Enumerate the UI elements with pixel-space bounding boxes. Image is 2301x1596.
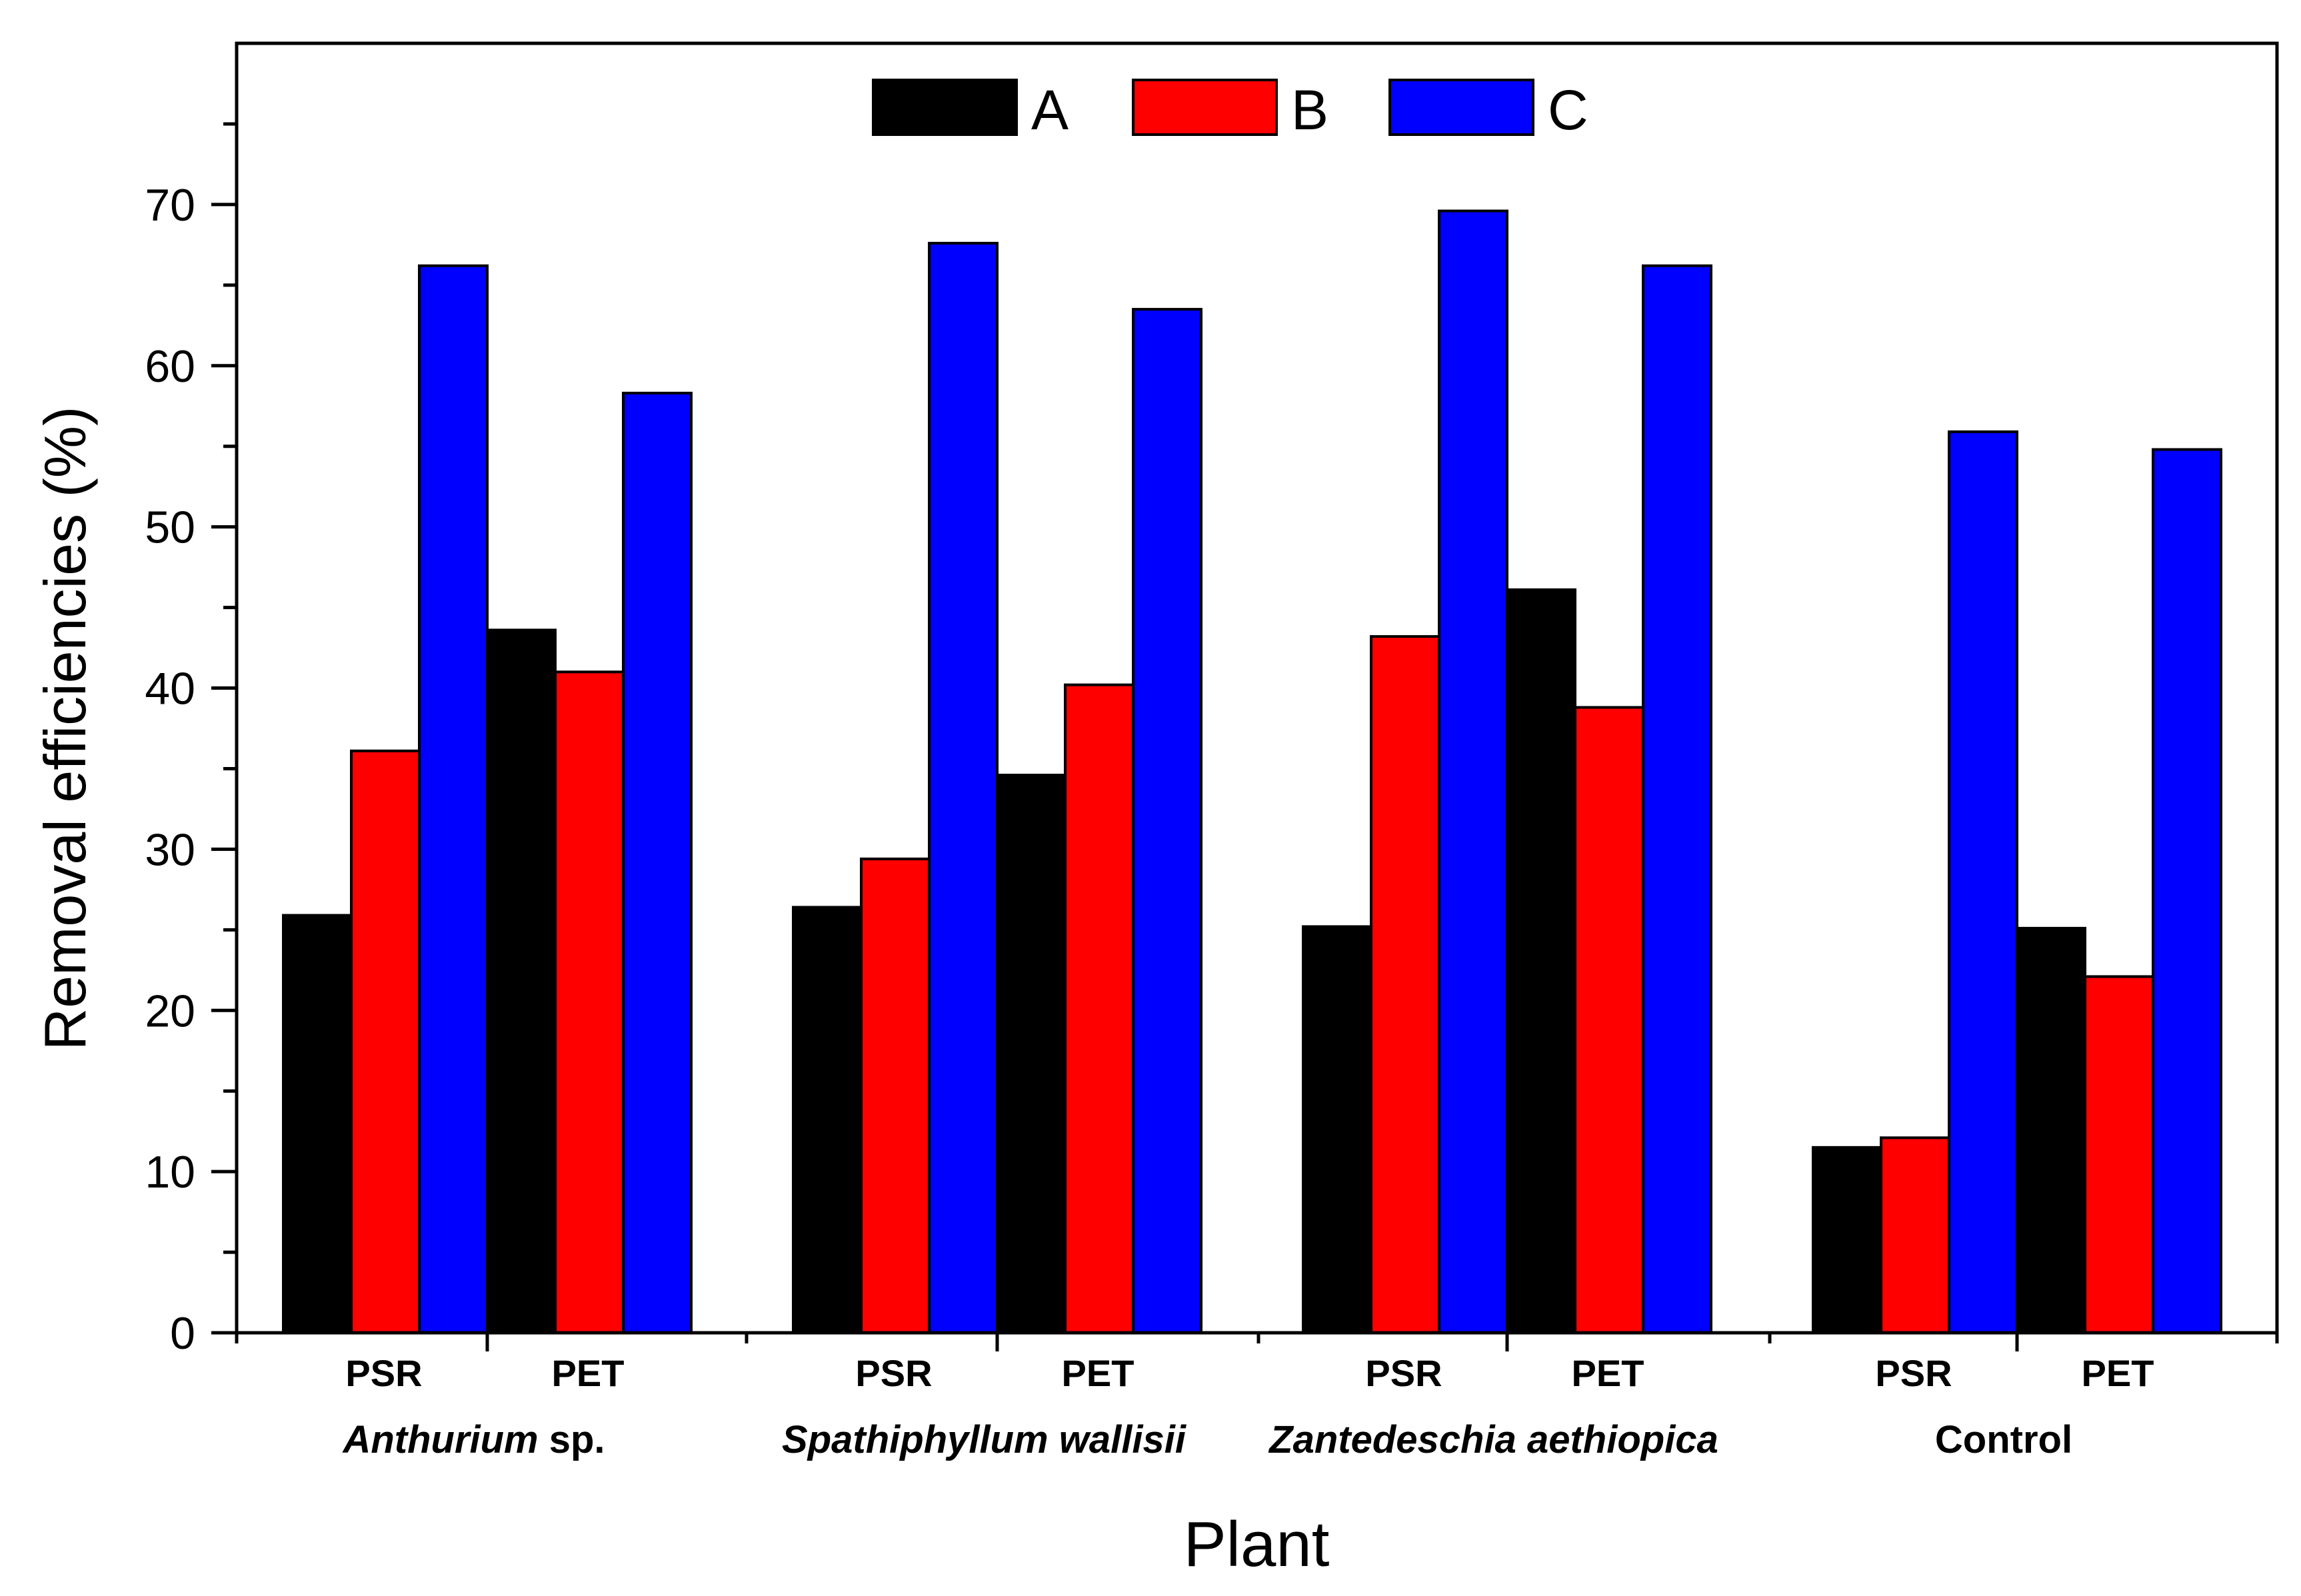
bar-b — [2084, 975, 2154, 1335]
x-group-label-part: Spathiphyllum wallisii — [782, 1418, 1187, 1461]
bar-c — [2152, 448, 2222, 1334]
legend-swatch-c — [1388, 79, 1534, 136]
x-group-label: Control — [1935, 1418, 2072, 1461]
legend-swatch-b — [1132, 79, 1278, 136]
bar-b — [1064, 683, 1135, 1334]
x-group-label-part: sp. — [539, 1418, 605, 1461]
legend-label-a: A — [1031, 79, 1069, 141]
x-group-label-part: Zantedeschia aethiopica — [1268, 1418, 1718, 1461]
x-sublabel: PSR — [855, 1352, 932, 1394]
bar-c — [1642, 264, 1712, 1335]
x-group-label: Anthurium sp. — [341, 1418, 605, 1461]
x-group-label-part: Anthurium — [341, 1418, 538, 1461]
y-tick-label: 20 — [145, 986, 195, 1036]
bar-a — [996, 774, 1067, 1335]
y-tick-label: 0 — [170, 1308, 195, 1359]
bar-b — [350, 749, 421, 1335]
bar-b — [1574, 706, 1644, 1334]
y-tick-label: 70 — [145, 180, 195, 231]
bar-a — [282, 914, 353, 1334]
legend-swatch-a — [872, 79, 1018, 136]
bar-a — [2016, 926, 2086, 1335]
x-sublabel: PET — [1572, 1352, 1644, 1394]
x-axis: PSR PET Anthurium sp. PSR PET Spathiphyllum w… — [235, 1333, 2279, 1461]
bar-a — [486, 628, 557, 1334]
bar-b — [554, 670, 625, 1334]
x-group-label: Zantedeschia aethiopica — [1268, 1418, 1718, 1461]
x-sublabel: PSR — [1875, 1352, 1952, 1394]
bar-c — [622, 391, 693, 1334]
bar-c — [418, 264, 489, 1335]
y-tick-label: 50 — [145, 502, 195, 553]
bar-b — [1880, 1136, 1950, 1335]
y-tick-label: 40 — [145, 664, 195, 714]
bar-a — [792, 906, 863, 1334]
x-axis-title: Plant — [1184, 1509, 1330, 1580]
bar-c — [1948, 430, 2018, 1335]
bar-a — [1302, 925, 1372, 1334]
x-sublabel: PSR — [345, 1352, 422, 1394]
x-sublabel: PSR — [1365, 1352, 1442, 1394]
y-tick-label: 60 — [145, 341, 195, 392]
bar-b — [1370, 635, 1440, 1334]
y-tick-label: 10 — [145, 1147, 195, 1197]
x-sublabel: PET — [2082, 1352, 2154, 1394]
x-group-label-part: Control — [1935, 1418, 2072, 1461]
y-tick-label: 30 — [145, 824, 195, 875]
legend-label-c: C — [1548, 79, 1588, 141]
legend: A B C — [872, 79, 1588, 141]
bar-a — [1506, 588, 1576, 1334]
x-group-label: Spathiphyllum wallisii — [782, 1418, 1187, 1461]
bar-c — [1132, 308, 1202, 1334]
bar-c — [928, 241, 999, 1334]
y-axis-title: Removal efficiencies (%) — [32, 406, 98, 1051]
bar-a — [1812, 1146, 1882, 1334]
y-axis: 0 10 20 30 40 50 60 70 — [145, 122, 237, 1359]
bar-b — [860, 857, 931, 1334]
bar-c — [1438, 209, 1508, 1334]
legend-label-b: B — [1291, 79, 1328, 141]
x-sublabel: PET — [552, 1352, 625, 1394]
x-sublabel: PET — [1062, 1352, 1135, 1394]
bars-layer — [282, 209, 2222, 1335]
